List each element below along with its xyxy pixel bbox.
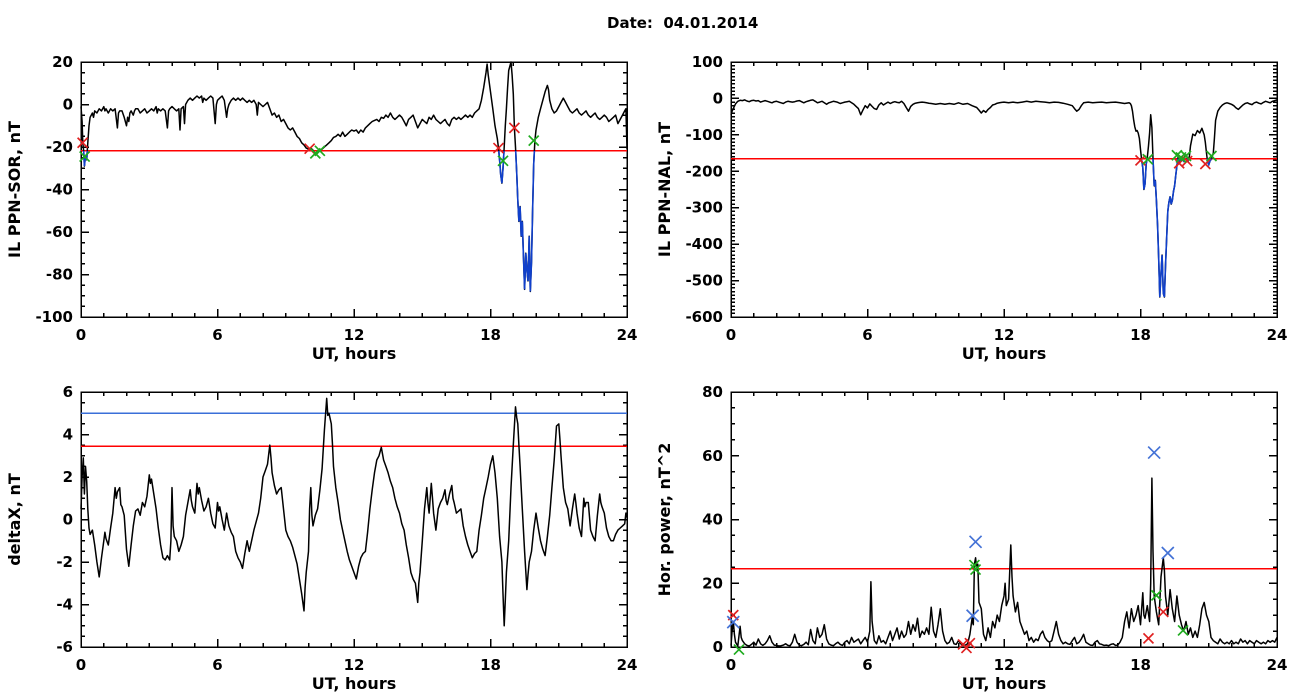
x-tick-label: 24 [617,326,638,344]
x-tick-label: 12 [344,326,365,344]
y-tick-label: 0 [63,96,73,114]
panel-il-ppn-nal: 0 6 12 18 24 100 0 -100 -200 -300 -400 -500 -600 UT, … [655,53,1287,363]
y-tick-label: 0 [713,638,723,656]
x-axis-label: UT, hours [962,674,1046,693]
x-tick-label: 0 [726,656,736,674]
axis-labels: 0 6 12 18 24 100 0 -100 -200 -300 -400 -500 -600 UT, … [655,53,1287,363]
data-trace [730,99,1278,298]
y-tick-label: -100 [685,126,723,144]
x-tick-label: 6 [862,656,872,674]
plot-frame [80,61,628,318]
y-tick-label: 40 [702,511,723,529]
y-axis-label: IL PPN-SOR, nT [5,121,24,258]
y-tick-label: -100 [35,308,73,326]
y-tick-label: 100 [692,53,723,71]
axis-labels: 0 6 12 18 24 6 4 2 0 -2 -4 -6 UT, hours deltaX, nT [5,383,637,693]
y-axis-label: deltaX, nT [5,473,24,566]
x-tick-label: 0 [726,326,736,344]
y-tick-label: 20 [702,574,723,592]
y-tick-label: -6 [56,638,73,656]
axes [730,391,1278,648]
x-tick-label: 18 [480,656,501,674]
x-axis-label: UT, hours [962,344,1046,363]
x-axis-label: UT, hours [312,344,396,363]
y-tick-label: -4 [56,596,73,614]
y-axis-label: IL PPN-NAL, nT [655,122,674,257]
y-tick-label: 20 [52,53,73,71]
below-threshold-trace [1140,158,1213,298]
y-tick-label: -600 [685,308,723,326]
x-tick-label: 12 [344,656,365,674]
y-tick-label: 6 [63,383,73,401]
y-tick-label: -40 [46,181,73,199]
x-tick-label: 12 [994,656,1015,674]
y-tick-label: 0 [63,511,73,529]
panel-delta-x: 0 6 12 18 24 6 4 2 0 -2 -4 -6 UT, hours deltaX, nT [5,383,637,693]
data-trace [80,397,628,627]
panel-hor-power: 0 6 12 18 24 80 60 40 20 0 UT, hours Hor. power, nT… [655,383,1287,693]
x-tick-label: 24 [1267,326,1288,344]
blue-x-markers [726,445,1175,629]
y-tick-label: -500 [685,272,723,290]
data-trace [730,477,1278,647]
y-tick-label: -20 [46,138,73,156]
green-x-markers [79,135,540,167]
x-tick-label: 12 [994,326,1015,344]
below-threshold-trace [82,150,536,292]
x-tick-label: 24 [617,656,638,674]
panel-il-ppn-sor: 0 6 12 18 24 20 0 -20 -40 -60 -80 -100 UT, hours IL P… [5,53,637,363]
y-tick-label: -200 [685,162,723,180]
y-tick-label: -2 [56,553,73,571]
axis-labels: 0 6 12 18 24 20 0 -20 -40 -60 -80 -100 UT, hours IL P… [5,53,637,363]
y-tick-label: -80 [46,266,73,284]
y-axis-label: Hor. power, nT^2 [655,443,674,597]
x-tick-label: 6 [862,326,872,344]
x-tick-label: 0 [76,326,86,344]
x-tick-label: 0 [76,656,86,674]
x-tick-label: 6 [212,326,222,344]
green-x-markers [733,559,1189,656]
x-tick-label: 18 [1130,656,1151,674]
y-tick-label: 2 [63,468,73,486]
axes [80,61,628,318]
x-tick-label: 24 [1267,656,1288,674]
green-x-markers [1142,149,1218,165]
y-tick-label: -400 [685,235,723,253]
axis-labels: 0 6 12 18 24 80 60 40 20 0 UT, hours Hor. power, nT… [655,383,1287,693]
x-tick-label: 6 [212,656,222,674]
x-tick-label: 18 [480,326,501,344]
y-tick-label: -300 [685,199,723,217]
y-tick-label: -60 [46,223,73,241]
y-tick-label: 80 [702,383,723,401]
y-tick-label: 4 [63,426,73,444]
axes [80,391,628,648]
red-x-markers [727,606,1169,654]
figure-title: Date: 04.01.2014 [607,14,759,32]
axes [730,61,1278,318]
plot-frame [730,391,1278,648]
x-tick-label: 18 [1130,326,1151,344]
x-axis-label: UT, hours [312,674,396,693]
y-tick-label: 60 [702,447,723,465]
data-trace [80,61,628,293]
plot-frame [80,391,628,648]
y-tick-label: 0 [713,89,723,107]
